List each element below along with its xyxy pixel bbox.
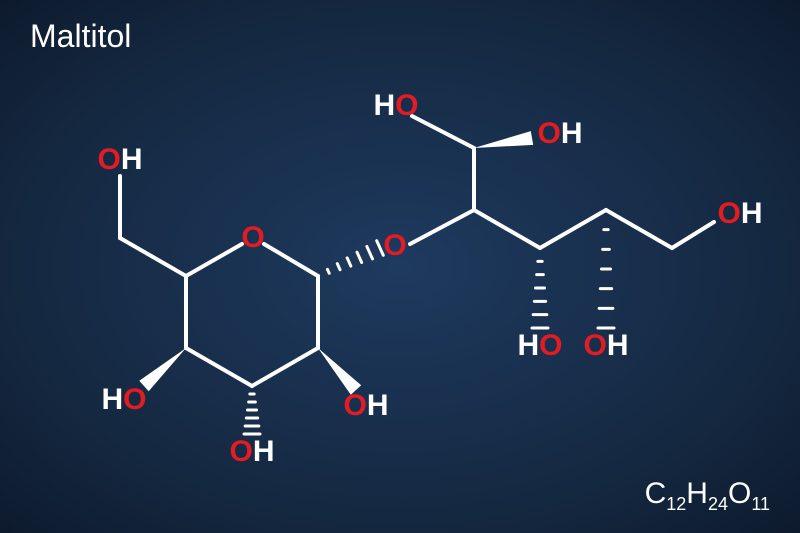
molecule-structure [0,0,800,533]
